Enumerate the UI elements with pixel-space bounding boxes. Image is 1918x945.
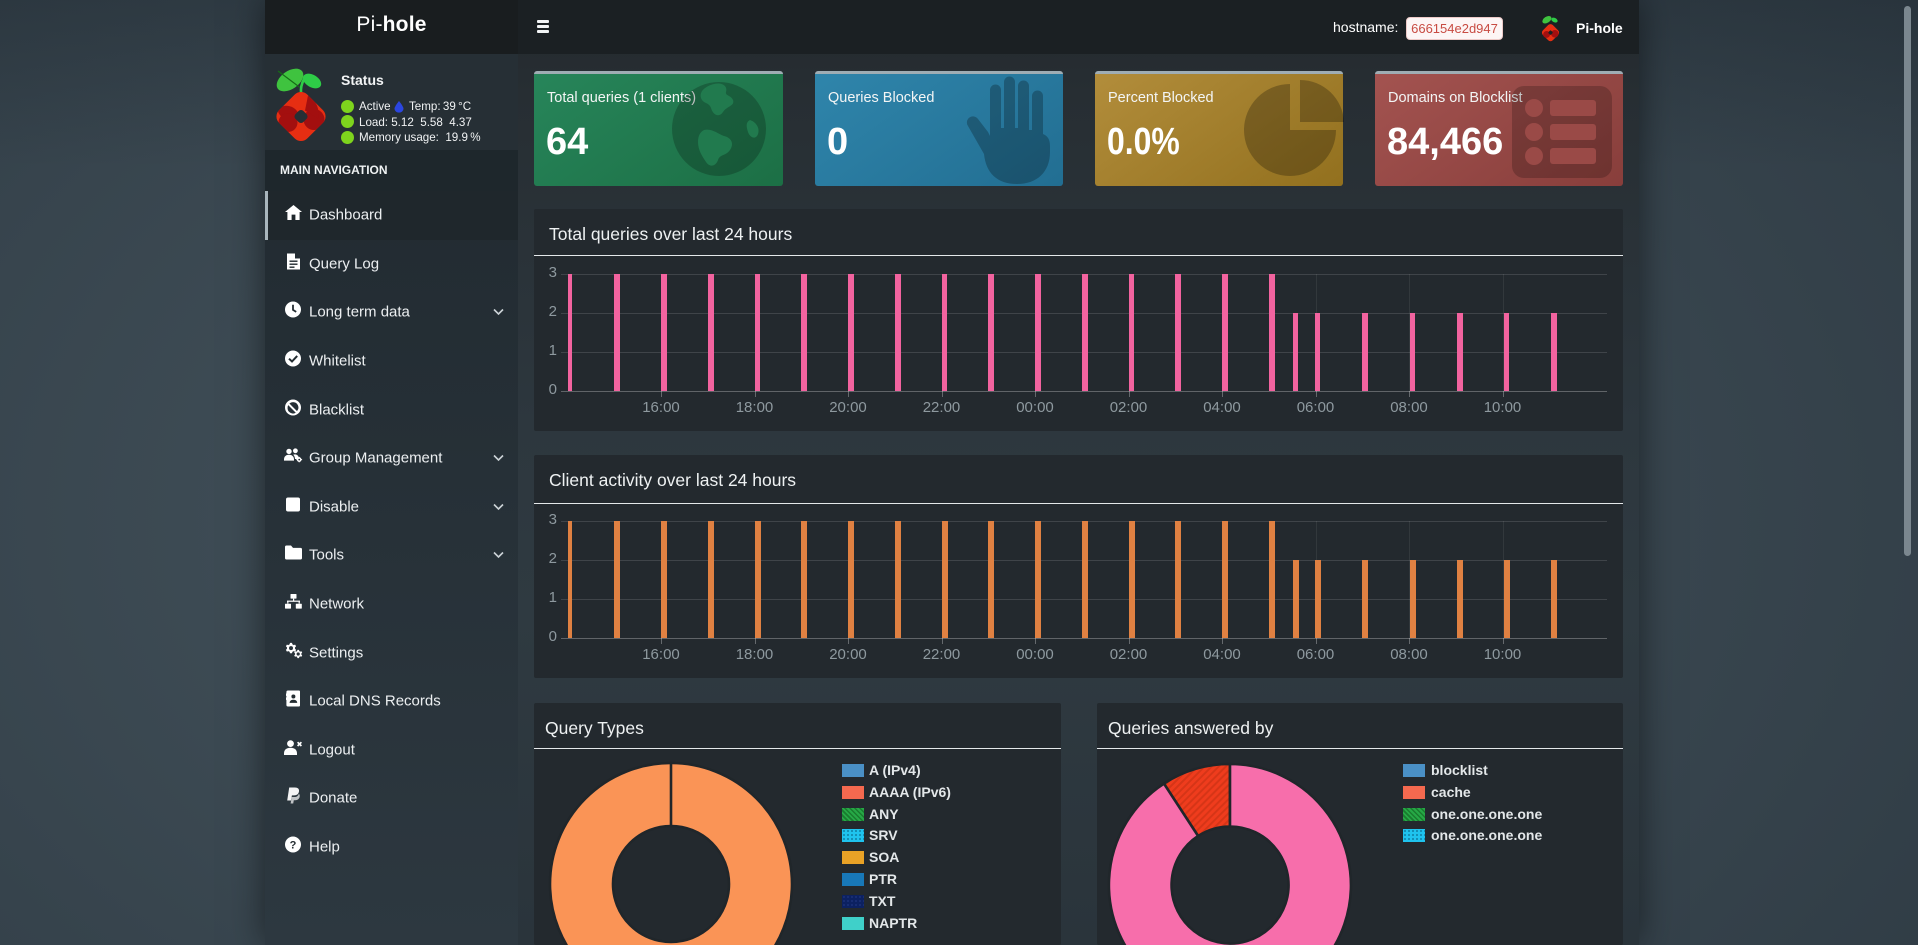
svg-text:?: ? (290, 840, 297, 852)
